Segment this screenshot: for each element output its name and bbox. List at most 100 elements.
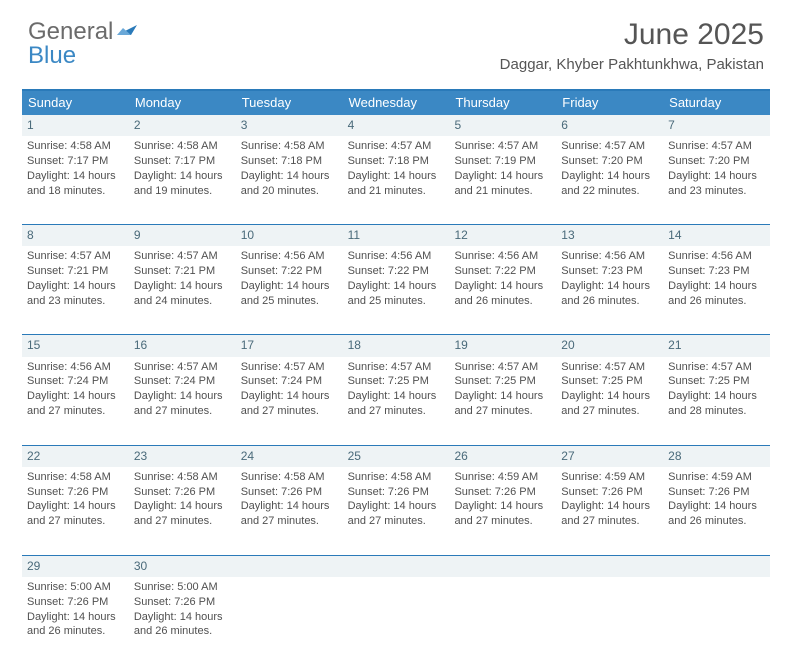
day-cell: Sunrise: 4:57 AMSunset: 7:21 PMDaylight:… [129, 246, 236, 334]
day-cell [236, 577, 343, 665]
day-cell: Sunrise: 4:57 AMSunset: 7:25 PMDaylight:… [343, 357, 450, 445]
day-number-cell: 23 [129, 446, 236, 467]
daylight-text: Daylight: 14 hours and 27 minutes. [134, 389, 231, 419]
day-number-cell: 6 [556, 115, 663, 136]
day-number-cell: 2 [129, 115, 236, 136]
day-number-cell: 3 [236, 115, 343, 136]
sunset-text: Sunset: 7:26 PM [348, 485, 445, 500]
sunset-text: Sunset: 7:26 PM [134, 595, 231, 610]
day-cell: Sunrise: 4:56 AMSunset: 7:22 PMDaylight:… [449, 246, 556, 334]
daynum-row: 15161718192021 [22, 334, 770, 356]
day-cell [663, 577, 770, 665]
sunrise-text: Sunrise: 4:59 AM [668, 470, 765, 485]
sunset-text: Sunset: 7:20 PM [668, 154, 765, 169]
sunrise-text: Sunrise: 4:58 AM [134, 139, 231, 154]
day-cell: Sunrise: 4:58 AMSunset: 7:26 PMDaylight:… [22, 467, 129, 555]
daylight-text: Daylight: 14 hours and 21 minutes. [348, 169, 445, 199]
sunset-text: Sunset: 7:26 PM [668, 485, 765, 500]
daylight-text: Daylight: 14 hours and 27 minutes. [27, 499, 124, 529]
flag-icon [117, 18, 139, 46]
daylight-text: Daylight: 14 hours and 27 minutes. [454, 389, 551, 419]
sunrise-text: Sunrise: 4:57 AM [668, 360, 765, 375]
daylight-text: Daylight: 14 hours and 27 minutes. [454, 499, 551, 529]
day-number-cell: 16 [129, 335, 236, 356]
day-number-cell: 17 [236, 335, 343, 356]
daylight-text: Daylight: 14 hours and 26 minutes. [27, 610, 124, 640]
day-cell: Sunrise: 4:57 AMSunset: 7:25 PMDaylight:… [663, 357, 770, 445]
daylight-text: Daylight: 14 hours and 26 minutes. [454, 279, 551, 309]
daylight-text: Daylight: 14 hours and 28 minutes. [668, 389, 765, 419]
week-detail-row: Sunrise: 5:00 AMSunset: 7:26 PMDaylight:… [22, 577, 770, 665]
sunrise-text: Sunrise: 4:57 AM [27, 249, 124, 264]
sunset-text: Sunset: 7:22 PM [348, 264, 445, 279]
daynum-row: 1234567 [22, 115, 770, 136]
sunset-text: Sunset: 7:26 PM [27, 595, 124, 610]
day-cell: Sunrise: 4:56 AMSunset: 7:22 PMDaylight:… [236, 246, 343, 334]
sunset-text: Sunset: 7:26 PM [27, 485, 124, 500]
sunrise-text: Sunrise: 4:57 AM [561, 139, 658, 154]
sunrise-text: Sunrise: 5:00 AM [27, 580, 124, 595]
daylight-text: Daylight: 14 hours and 27 minutes. [134, 499, 231, 529]
sunset-text: Sunset: 7:24 PM [134, 374, 231, 389]
day-cell: Sunrise: 4:56 AMSunset: 7:23 PMDaylight:… [556, 246, 663, 334]
sunset-text: Sunset: 7:26 PM [241, 485, 338, 500]
day-number-cell: 21 [663, 335, 770, 356]
day-number-cell: 7 [663, 115, 770, 136]
day-number-cell: 10 [236, 225, 343, 246]
dow-saturday: Saturday [663, 91, 770, 115]
sunset-text: Sunset: 7:17 PM [134, 154, 231, 169]
sunrise-text: Sunrise: 4:57 AM [134, 249, 231, 264]
day-number-cell: 14 [663, 225, 770, 246]
day-cell: Sunrise: 4:57 AMSunset: 7:25 PMDaylight:… [449, 357, 556, 445]
day-cell: Sunrise: 5:00 AMSunset: 7:26 PMDaylight:… [129, 577, 236, 665]
daylight-text: Daylight: 14 hours and 26 minutes. [668, 279, 765, 309]
day-number-cell: 8 [22, 225, 129, 246]
day-number-cell [556, 556, 663, 577]
sunrise-text: Sunrise: 4:58 AM [348, 470, 445, 485]
logo-text-blue: Blue [28, 42, 76, 69]
dow-friday: Friday [556, 91, 663, 115]
daynum-row: 22232425262728 [22, 445, 770, 467]
day-number-cell: 11 [343, 225, 450, 246]
day-cell: Sunrise: 4:58 AMSunset: 7:17 PMDaylight:… [22, 136, 129, 224]
daylight-text: Daylight: 14 hours and 23 minutes. [27, 279, 124, 309]
daylight-text: Daylight: 14 hours and 23 minutes. [668, 169, 765, 199]
sunrise-text: Sunrise: 4:57 AM [454, 139, 551, 154]
day-cell: Sunrise: 4:57 AMSunset: 7:21 PMDaylight:… [22, 246, 129, 334]
day-number-cell: 27 [556, 446, 663, 467]
daylight-text: Daylight: 14 hours and 27 minutes. [27, 389, 124, 419]
day-cell: Sunrise: 4:57 AMSunset: 7:24 PMDaylight:… [129, 357, 236, 445]
dow-thursday: Thursday [449, 91, 556, 115]
title-block: June 2025 Daggar, Khyber Pakhtunkhwa, Pa… [500, 18, 764, 73]
sunrise-text: Sunrise: 4:56 AM [454, 249, 551, 264]
daylight-text: Daylight: 14 hours and 27 minutes. [348, 389, 445, 419]
day-cell: Sunrise: 4:59 AMSunset: 7:26 PMDaylight:… [663, 467, 770, 555]
page-title: June 2025 [500, 18, 764, 52]
day-cell [343, 577, 450, 665]
day-number-cell: 24 [236, 446, 343, 467]
day-number-cell: 15 [22, 335, 129, 356]
sunset-text: Sunset: 7:22 PM [454, 264, 551, 279]
sunrise-text: Sunrise: 4:57 AM [134, 360, 231, 375]
day-number-cell: 12 [449, 225, 556, 246]
day-cell: Sunrise: 4:56 AMSunset: 7:22 PMDaylight:… [343, 246, 450, 334]
day-number-cell: 29 [22, 556, 129, 577]
week-detail-row: Sunrise: 4:58 AMSunset: 7:17 PMDaylight:… [22, 136, 770, 224]
daylight-text: Daylight: 14 hours and 27 minutes. [241, 389, 338, 419]
week-detail-row: Sunrise: 4:58 AMSunset: 7:26 PMDaylight:… [22, 467, 770, 555]
sunrise-text: Sunrise: 4:56 AM [561, 249, 658, 264]
daylight-text: Daylight: 14 hours and 25 minutes. [241, 279, 338, 309]
daylight-text: Daylight: 14 hours and 25 minutes. [348, 279, 445, 309]
day-number-cell: 5 [449, 115, 556, 136]
week-detail-row: Sunrise: 4:57 AMSunset: 7:21 PMDaylight:… [22, 246, 770, 334]
day-cell: Sunrise: 4:58 AMSunset: 7:26 PMDaylight:… [129, 467, 236, 555]
day-number-cell: 28 [663, 446, 770, 467]
sunrise-text: Sunrise: 4:56 AM [348, 249, 445, 264]
sunset-text: Sunset: 7:25 PM [348, 374, 445, 389]
daylight-text: Daylight: 14 hours and 20 minutes. [241, 169, 338, 199]
sunrise-text: Sunrise: 4:58 AM [241, 139, 338, 154]
sunrise-text: Sunrise: 4:56 AM [668, 249, 765, 264]
sunset-text: Sunset: 7:20 PM [561, 154, 658, 169]
sunset-text: Sunset: 7:25 PM [454, 374, 551, 389]
dow-tuesday: Tuesday [236, 91, 343, 115]
